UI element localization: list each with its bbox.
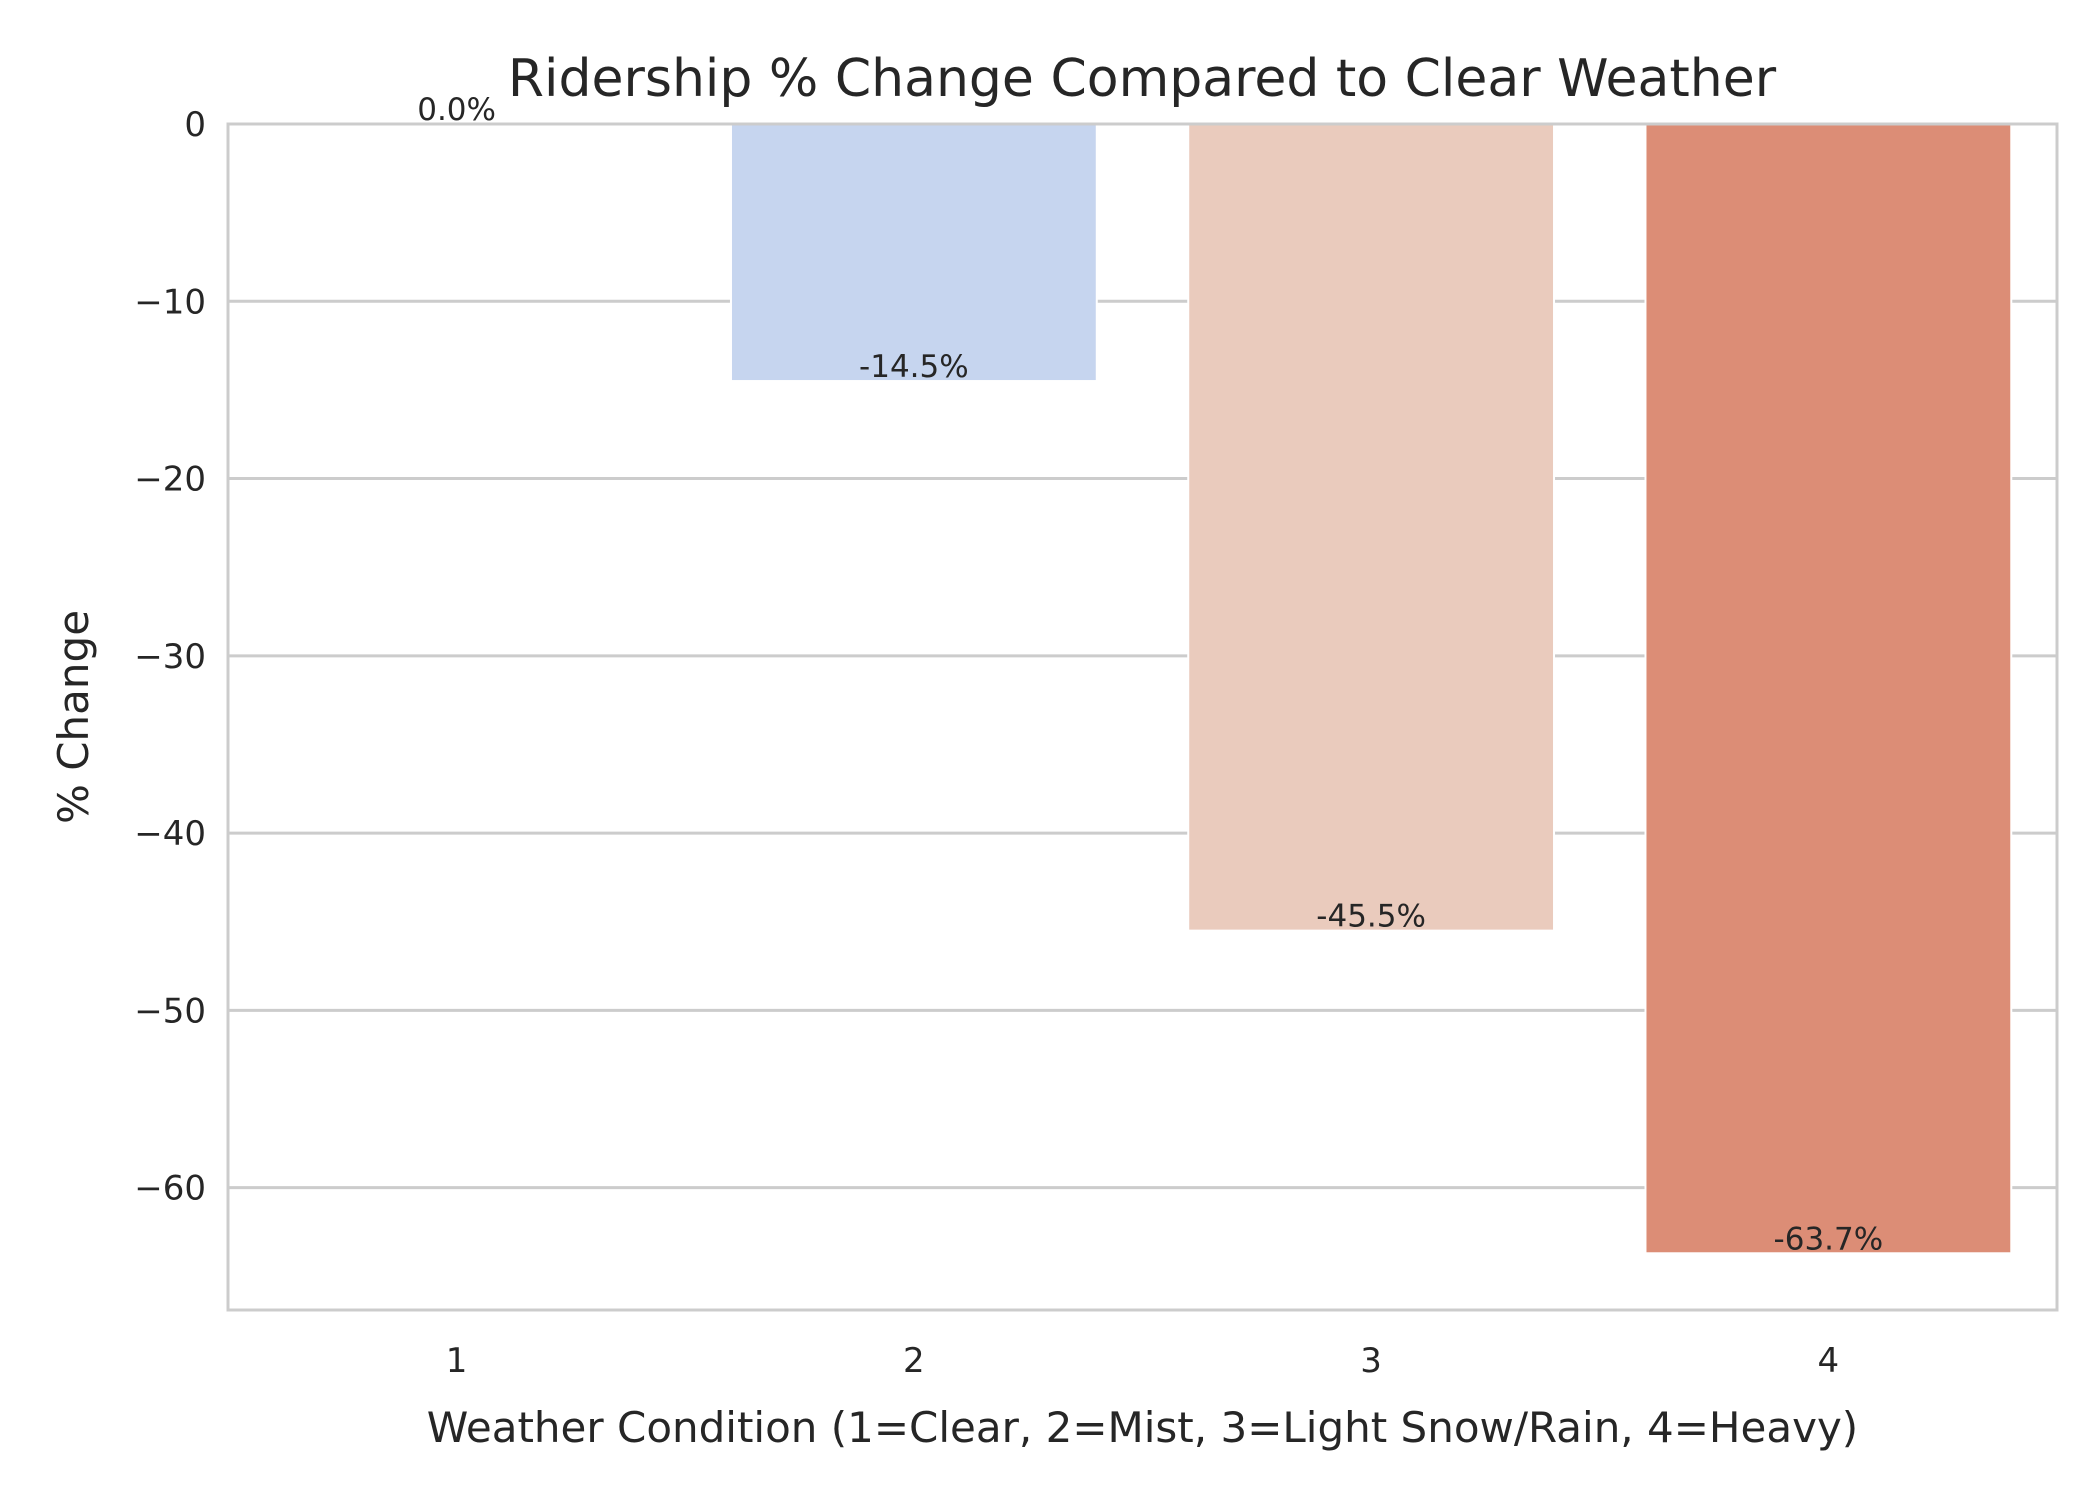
y-tick-label: −30 (134, 637, 206, 677)
y-tick-labels: 0 −10 −20 −30 −40 −50 −60 (134, 105, 206, 1209)
data-label: -14.5% (859, 349, 969, 385)
bar (729, 123, 1098, 383)
bar (1187, 123, 1556, 932)
bar (1644, 123, 2013, 1255)
y-tick-label: 0 (184, 105, 206, 145)
y-tick-label: −20 (134, 460, 206, 500)
bars-layer (272, 123, 2013, 1255)
x-tick-label: 2 (903, 1341, 925, 1381)
y-tick-label: −40 (134, 814, 206, 854)
x-tick-label: 4 (1818, 1341, 1840, 1381)
data-label: -63.7% (1774, 1221, 1884, 1257)
data-labels: 0.0% -14.5% -45.5% -63.7% (417, 92, 1883, 1257)
chart-title: Ridership % Change Compared to Clear Wea… (508, 49, 1777, 109)
x-tick-labels: 1 2 3 4 (446, 1341, 1839, 1381)
x-axis-label: Weather Condition (1=Clear, 2=Mist, 3=Li… (427, 1403, 1858, 1452)
data-label: -45.5% (1316, 899, 1426, 935)
y-axis-label: % Change (49, 610, 98, 824)
y-tick-label: −10 (134, 282, 206, 322)
x-tick-label: 1 (446, 1341, 468, 1381)
data-label: 0.0% (417, 92, 496, 128)
x-tick-label: 3 (1360, 1341, 1382, 1381)
y-tick-label: −50 (134, 991, 206, 1031)
y-tick-label: −60 (134, 1169, 206, 1209)
axes-frame (226, 122, 2059, 1312)
